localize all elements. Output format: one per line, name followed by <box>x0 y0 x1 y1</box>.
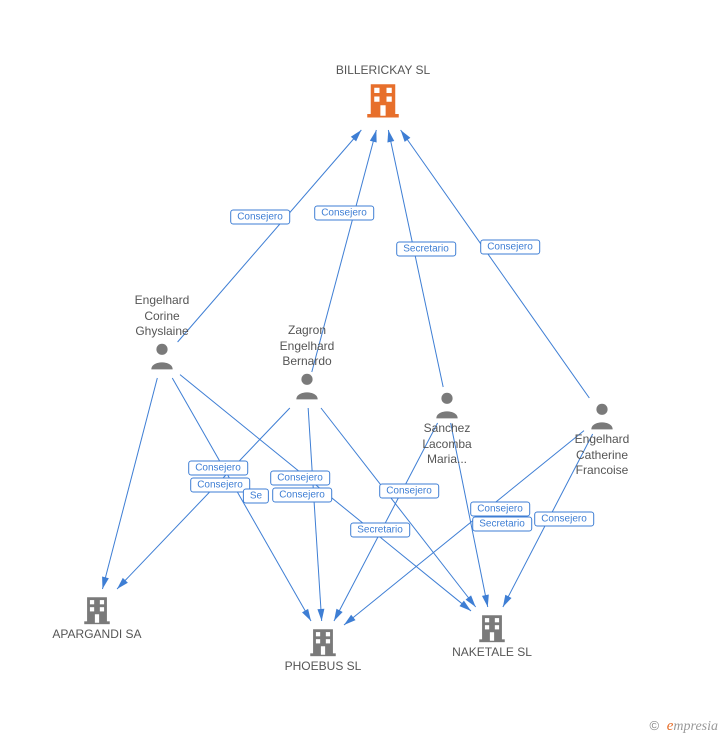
edge-role-label: Consejero <box>190 478 250 493</box>
node-person-engelhard-catherine: Engelhard Catherine Francoise <box>547 400 657 479</box>
node-label: Engelhard Catherine Francoise <box>547 432 657 479</box>
edge-role-label: Secretario <box>472 517 532 532</box>
edge-role-label: Consejero <box>270 471 330 486</box>
node-label: NAKETALE SL <box>437 645 547 661</box>
edge-role-label: Se <box>243 489 269 504</box>
copyright-symbol: © <box>650 718 660 733</box>
building-icon <box>80 593 114 627</box>
edge-role-label: Consejero <box>230 210 290 225</box>
edge-role-label: Consejero <box>314 206 374 221</box>
node-label: Sanchez Lacomba Maria... <box>392 421 502 468</box>
watermark: © empresia <box>650 718 718 735</box>
node-person-zagron-engelhard: Zagron Engelhard Bernardo <box>252 323 362 402</box>
node-label: APARGANDI SA <box>42 627 152 643</box>
person-icon <box>586 400 618 432</box>
node-label: BILLERICKAY SL <box>328 63 438 79</box>
brand-rest: mpresia <box>673 719 718 734</box>
edge-role-label: Consejero <box>272 488 332 503</box>
edge-role-label: Consejero <box>534 512 594 527</box>
building-icon <box>475 611 509 645</box>
edge-role-label: Secretario <box>396 242 456 257</box>
building-icon <box>362 79 404 121</box>
edge-role-label: Consejero <box>480 240 540 255</box>
node-person-engelhard-corine: Engelhard Corine Ghyslaine <box>107 293 217 372</box>
node-label: Engelhard Corine Ghyslaine <box>107 293 217 340</box>
node-label: PHOEBUS SL <box>268 659 378 675</box>
building-icon <box>306 625 340 659</box>
node-person-sanchez-lacomba: Sanchez Lacomba Maria... <box>392 389 502 468</box>
node-company-naketale: NAKETALE SL <box>437 611 547 661</box>
node-label: Zagron Engelhard Bernardo <box>252 323 362 370</box>
node-company-phoebus: PHOEBUS SL <box>268 625 378 675</box>
person-icon <box>431 389 463 421</box>
edge-role-label: Consejero <box>188 461 248 476</box>
edge-role-label: Consejero <box>470 502 530 517</box>
edge-role-label: Secretario <box>350 523 410 538</box>
node-company-apargandi: APARGANDI SA <box>42 593 152 643</box>
person-icon <box>291 370 323 402</box>
node-root-company: BILLERICKAY SL <box>328 63 438 121</box>
edge-role-label: Consejero <box>379 484 439 499</box>
person-icon <box>146 340 178 372</box>
